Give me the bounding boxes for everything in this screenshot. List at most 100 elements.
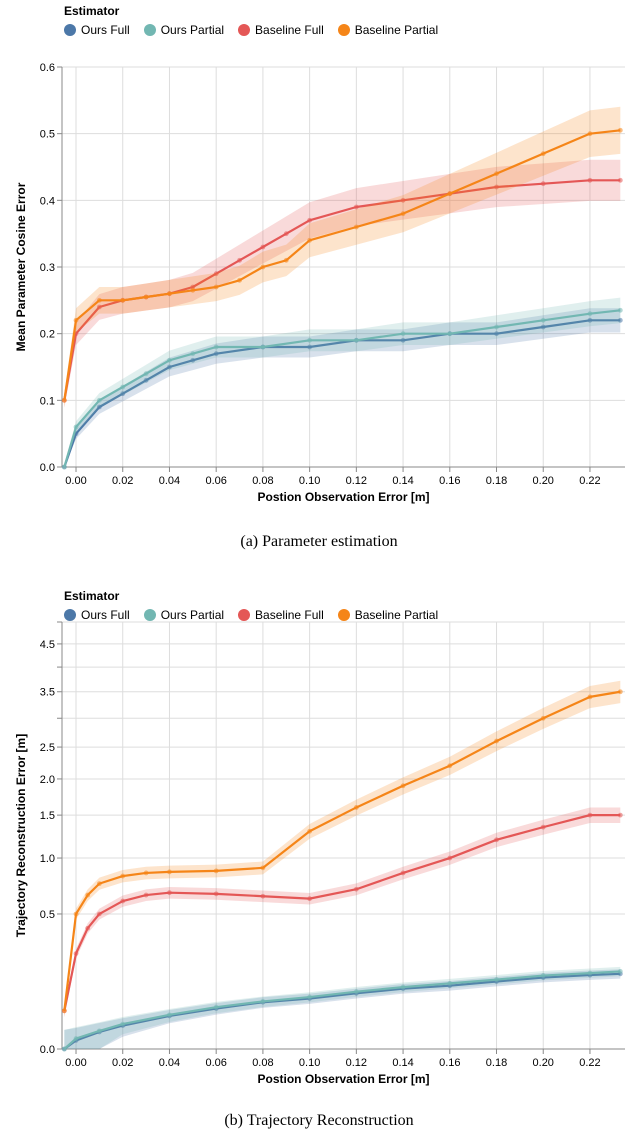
data-point-baseline-full — [120, 898, 126, 904]
x-tick-label: 0.14 — [392, 475, 413, 487]
data-point-baseline-partial — [213, 868, 219, 874]
data-point-ours-partial — [167, 357, 172, 363]
data-point-ours-full — [617, 317, 623, 323]
legend-label: Baseline Partial — [354, 608, 439, 622]
series-band-baseline-partial — [64, 680, 621, 1018]
legend-item-ours-full: Ours Full — [64, 23, 130, 37]
data-point-ours-partial — [73, 1036, 79, 1041]
data-point-baseline-full — [85, 925, 91, 931]
y-tick-label: 0.3 — [40, 262, 55, 274]
x-tick-label: 0.14 — [392, 1057, 413, 1069]
data-point-baseline-partial — [167, 869, 172, 875]
data-point-baseline-full — [353, 204, 359, 210]
data-point-baseline-full — [400, 870, 406, 876]
data-point-baseline-partial — [353, 224, 359, 230]
data-point-baseline-partial — [61, 1008, 67, 1014]
x-tick-label: 0.08 — [252, 1057, 273, 1069]
legend-title: Estimator — [64, 4, 120, 18]
data-point-baseline-partial — [447, 191, 453, 197]
data-point-baseline-partial — [143, 294, 149, 300]
data-point-ours-partial — [61, 464, 67, 470]
legend: Estimator Ours Full Ours Partial Baselin… — [64, 4, 438, 37]
y-tick-label: 1.0 — [40, 853, 55, 865]
data-point-ours-partial — [213, 344, 219, 350]
data-point-baseline-partial — [96, 881, 102, 887]
data-point-baseline-full — [540, 824, 546, 830]
data-point-baseline-partial — [307, 237, 313, 243]
data-point-ours-partial — [447, 981, 453, 986]
data-point-baseline-partial — [190, 287, 196, 293]
data-point-ours-partial — [540, 973, 546, 978]
data-point-ours-partial — [143, 371, 149, 377]
data-point-ours-full — [400, 337, 406, 343]
data-point-ours-full — [190, 357, 196, 363]
data-point-baseline-partial — [85, 892, 91, 898]
series-band-ours-full — [64, 969, 621, 1049]
data-point-baseline-partial — [120, 297, 126, 303]
data-point-baseline-partial — [540, 151, 546, 157]
data-point-ours-full — [143, 377, 149, 383]
legend-item-baseline-full: Baseline Full — [238, 23, 324, 37]
data-point-ours-partial — [190, 351, 196, 357]
caption-a: (a) Parameter estimation — [240, 533, 398, 550]
data-point-ours-partial — [447, 331, 453, 337]
data-point-baseline-partial — [96, 297, 102, 303]
y-tick-label: 3.5 — [40, 687, 55, 699]
series-band-ours-full — [64, 308, 621, 467]
series-line-ours-full — [63, 972, 621, 1050]
legend-swatch-baseline-full — [238, 609, 251, 621]
legend-label: Baseline Full — [255, 23, 324, 37]
data-point-baseline-full — [307, 896, 313, 902]
data-point-ours-partial — [260, 999, 266, 1004]
data-point-baseline-full — [353, 886, 359, 892]
data-point-baseline-full — [237, 257, 242, 263]
x-tick-label: 0.10 — [299, 475, 320, 487]
data-point-baseline-full — [494, 184, 499, 190]
chart-panel-trajectory-reconstruction: Estimator Ours Full Ours Partial Baselin… — [0, 585, 638, 1139]
data-point-ours-partial — [73, 424, 79, 430]
data-point-ours-partial — [353, 337, 359, 343]
x-tick-label: 0.22 — [579, 475, 600, 487]
y-axis-title: Mean Parameter Cosine Error — [14, 182, 28, 351]
x-tick-label: 0.10 — [299, 1057, 320, 1069]
data-point-baseline-partial — [143, 870, 149, 876]
legend-item-ours-partial: Ours Partial — [143, 23, 225, 37]
y-tick-label: 1.5 — [40, 810, 55, 822]
x-tick-label: 0.12 — [346, 1057, 367, 1069]
data-point-baseline-partial — [120, 873, 126, 879]
x-tick-label: 0.02 — [112, 475, 133, 487]
data-point-ours-partial — [61, 1046, 67, 1052]
x-tick-label: 0.16 — [439, 475, 460, 487]
data-point-ours-partial — [494, 324, 499, 330]
x-tick-label: 0.12 — [346, 475, 367, 487]
data-point-baseline-full — [213, 891, 219, 897]
data-point-baseline-full — [213, 271, 219, 277]
x-axis-title: Postion Observation Error [m] — [257, 1072, 429, 1086]
legend-item-baseline-full: Baseline Full — [238, 608, 324, 622]
data-point-ours-full — [494, 331, 499, 337]
data-point-baseline-full — [447, 855, 453, 861]
legend-swatch-baseline-partial — [337, 24, 350, 36]
data-point-baseline-full — [96, 304, 102, 310]
series-band-baseline-full — [64, 807, 621, 1018]
legend-swatch-ours-full — [64, 24, 76, 36]
data-point-baseline-full — [307, 217, 313, 223]
data-point-baseline-full — [96, 911, 102, 917]
y-tick-label: 2.5 — [40, 742, 55, 754]
y-tick-label: 2.0 — [40, 774, 55, 786]
data-point-ours-partial — [120, 1021, 126, 1027]
data-point-baseline-partial — [400, 783, 406, 789]
data-point-baseline-partial — [494, 171, 499, 177]
y-axis-title: Trajectory Reconstruction Error [m] — [14, 734, 28, 937]
x-tick-label: 0.06 — [205, 1057, 226, 1069]
legend-swatch-ours-partial — [143, 24, 156, 36]
data-point-baseline-partial — [73, 911, 79, 917]
legend-label: Ours Partial — [160, 23, 225, 37]
data-point-ours-full — [587, 317, 593, 323]
data-point-baseline-full — [167, 890, 172, 896]
data-point-baseline-full — [73, 951, 79, 956]
legend-swatch-ours-partial — [143, 609, 156, 621]
data-point-baseline-full — [617, 177, 623, 183]
chart-panel-parameter-estimation: Estimator Ours Full Ours Partial Baselin… — [0, 0, 638, 560]
data-point-ours-partial — [617, 307, 623, 313]
